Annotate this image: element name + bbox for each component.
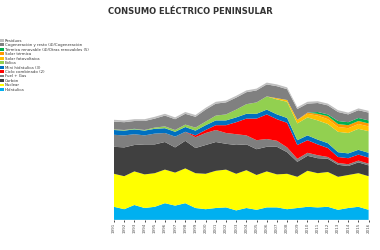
Legend: Residuos, Cogeneración y resto (4)/Cogeneración, Térmica renovable (4)/Otras ren: Residuos, Cogeneración y resto (4)/Cogen… [0,38,89,92]
Text: CONSUMO ELÉCTRICO PENINSULAR: CONSUMO ELÉCTRICO PENINSULAR [108,8,272,16]
